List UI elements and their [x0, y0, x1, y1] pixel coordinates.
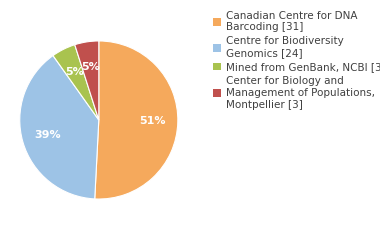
Legend: Canadian Centre for DNA
Barcoding [31], Centre for Biodiversity
Genomics [24], M: Canadian Centre for DNA Barcoding [31], …	[213, 11, 380, 109]
Text: 5%: 5%	[65, 67, 84, 77]
Wedge shape	[75, 41, 99, 120]
Text: 51%: 51%	[139, 116, 166, 126]
Wedge shape	[95, 41, 178, 199]
Text: 39%: 39%	[34, 130, 60, 140]
Wedge shape	[20, 56, 99, 199]
Wedge shape	[53, 45, 99, 120]
Text: 5%: 5%	[81, 62, 100, 72]
